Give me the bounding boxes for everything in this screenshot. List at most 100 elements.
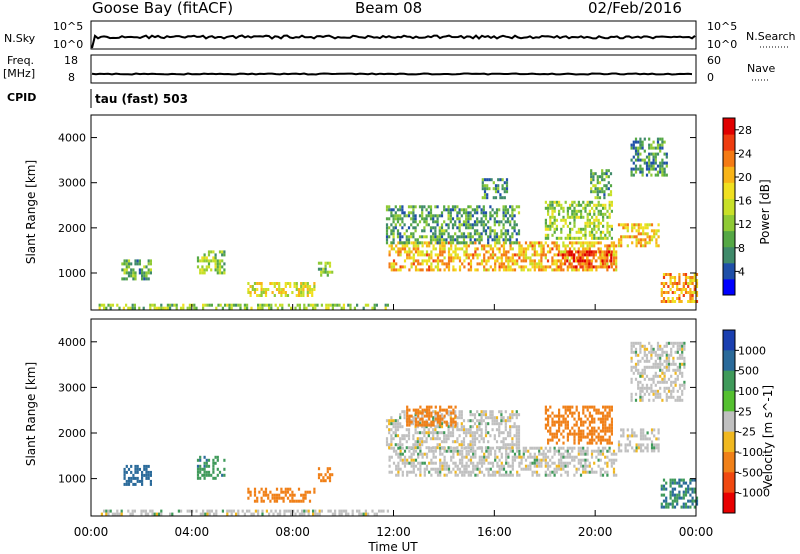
power-cell	[682, 288, 685, 291]
velocity-cell	[569, 405, 572, 409]
power-cell	[522, 268, 525, 272]
velocity-data-layer	[100, 341, 699, 516]
velocity-cell	[656, 365, 660, 369]
velocity-cell	[693, 487, 696, 491]
power-cell	[392, 238, 395, 242]
velocity-cell	[408, 470, 411, 474]
velocity-cell	[544, 446, 547, 450]
velocity-cell	[403, 455, 407, 459]
power-cell	[483, 193, 487, 197]
power-cell	[630, 146, 633, 150]
power-cell	[434, 259, 437, 263]
power-cell	[597, 203, 600, 207]
velocity-cell	[597, 411, 600, 415]
velocity-cell	[226, 509, 229, 513]
power-cell	[452, 250, 455, 254]
power-cell	[454, 208, 457, 212]
velocity-cell	[595, 408, 598, 412]
velocity-cell	[498, 422, 501, 426]
power-cell	[385, 229, 389, 233]
power-cell	[408, 256, 411, 260]
power-cell	[392, 247, 396, 251]
power-cell	[390, 232, 393, 236]
power-cell	[414, 220, 417, 224]
power-cell	[412, 208, 415, 212]
velocity-cell	[678, 496, 681, 500]
velocity-cell	[590, 452, 594, 456]
power-cell	[483, 268, 486, 272]
power-cell	[390, 229, 393, 233]
velocity-cell	[458, 467, 462, 471]
velocity-cell	[406, 405, 409, 409]
power-cell	[540, 253, 543, 257]
velocity-cell	[509, 413, 512, 417]
velocity-cell	[610, 458, 613, 462]
velocity-cell	[145, 473, 148, 477]
power-cell	[615, 268, 618, 272]
power-cell	[507, 265, 510, 269]
power-cell	[462, 208, 466, 212]
velocity-cell	[147, 476, 150, 480]
velocity-cell	[642, 449, 645, 453]
power-cell	[308, 285, 312, 288]
velocity-cell	[595, 411, 598, 415]
velocity-cell	[689, 493, 692, 497]
power-cell	[633, 223, 636, 227]
power-cell	[572, 253, 575, 257]
velocity-cell	[661, 371, 664, 375]
power-cell	[500, 232, 503, 236]
velocity-cell	[123, 467, 126, 471]
power-cell	[588, 218, 591, 222]
power-cell	[553, 262, 556, 266]
power-cell	[634, 152, 638, 156]
velocity-cell	[601, 449, 605, 453]
power-cell	[478, 205, 481, 209]
velocity-cell	[573, 441, 576, 445]
velocity-cell	[507, 452, 510, 456]
velocity-cell	[456, 452, 459, 456]
velocity-cell	[676, 368, 679, 372]
velocity-cell	[662, 505, 666, 509]
velocity-cell	[591, 435, 594, 439]
velocity-cell	[474, 449, 477, 453]
power-cell	[553, 215, 556, 219]
velocity-cell	[133, 509, 136, 513]
power-cell	[682, 282, 685, 285]
velocity-cell	[577, 449, 580, 453]
velocity-cell	[406, 470, 409, 474]
velocity-cell	[487, 473, 490, 477]
power-cell	[610, 253, 613, 257]
velocity-cell	[511, 458, 514, 462]
velocity-cell	[604, 420, 607, 424]
power-cell	[484, 211, 488, 215]
velocity-cell	[582, 435, 585, 439]
power-cell	[423, 253, 426, 257]
velocity-cell	[432, 467, 435, 471]
nsky-tick-top: 10^5	[53, 20, 83, 33]
power-cell	[650, 167, 653, 171]
power-cell	[237, 303, 240, 307]
power-cell	[465, 235, 468, 239]
power-cell	[568, 253, 571, 257]
power-cell	[682, 294, 685, 297]
velocity-cell	[542, 455, 545, 459]
velocity-cell	[443, 461, 446, 465]
velocity-cell	[280, 487, 283, 491]
velocity-cell	[454, 440, 457, 444]
power-cell	[207, 253, 211, 257]
power-cell	[130, 274, 133, 278]
velocity-cell	[423, 408, 426, 412]
power-cell	[107, 303, 110, 307]
velocity-cell	[169, 512, 172, 516]
power-cell	[644, 226, 647, 230]
power-cell	[447, 259, 451, 263]
power-cell	[454, 256, 457, 260]
velocity-cell	[196, 467, 200, 471]
velocity-cell	[408, 423, 411, 427]
velocity-cell	[597, 452, 600, 456]
velocity-cell	[456, 425, 459, 429]
velocity-cell	[511, 416, 514, 420]
velocity-colorbar-tick-label: 100	[738, 385, 759, 398]
power-cell	[396, 214, 400, 218]
power-cell	[583, 259, 586, 263]
